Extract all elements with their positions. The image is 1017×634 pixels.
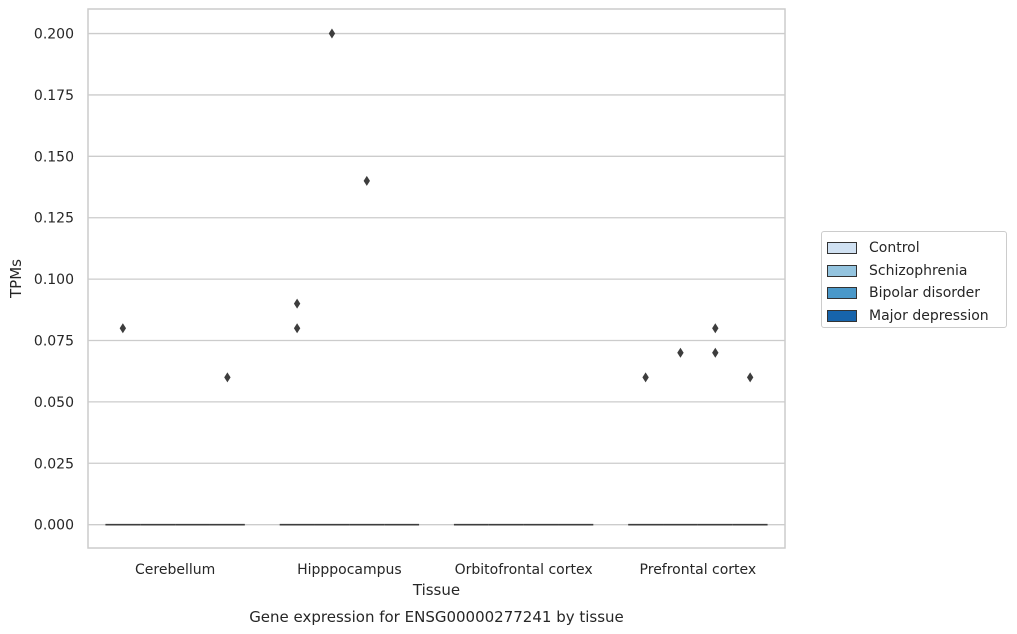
legend-item: Control (827, 237, 1006, 260)
outlier-point (224, 372, 231, 383)
y-tick-label: 0.025 (34, 456, 74, 472)
y-tick-label: 0.100 (34, 272, 74, 288)
legend: Control Schizophrenia Bipolar disorder Majo… (821, 231, 1007, 328)
legend-item: Schizophrenia (827, 260, 1006, 283)
outlier-point (293, 298, 301, 309)
x-tick-label: Orbitofrontal cortex (455, 562, 593, 578)
outlier-point (119, 323, 127, 334)
outlier-point (677, 347, 684, 358)
legend-swatch (827, 309, 857, 322)
legend-swatch (827, 242, 857, 255)
x-axis-label: Tissue (412, 581, 460, 599)
outlier-point (712, 323, 719, 334)
outlier-point (328, 28, 336, 39)
y-axis-label: TPMs (7, 259, 25, 299)
legend-label: Major depression (869, 307, 989, 324)
legend-item: Major depression (827, 305, 1006, 328)
outlier-point (642, 372, 649, 383)
plot-frame (87, 8, 786, 549)
y-tick-label: 0.150 (34, 149, 74, 165)
outlier-point (293, 323, 301, 334)
outlier-point (363, 175, 370, 186)
legend-label: Control (869, 240, 920, 257)
x-tick-label: Prefrontal cortex (640, 562, 757, 578)
y-tick-label: 0.125 (34, 211, 74, 227)
legend-label: Schizophrenia (869, 262, 968, 279)
y-axis-ticks: 0.000 0.025 0.050 0.075 0.100 0.125 0.150 0.175… (34, 27, 74, 534)
legend-swatch (827, 287, 857, 300)
legend-item: Bipolar disorder (827, 282, 1006, 305)
grid-lines (88, 32, 785, 526)
y-tick-label: 0.175 (34, 88, 74, 104)
y-tick-label: 0.200 (34, 27, 74, 43)
y-tick-label: 0.075 (34, 334, 74, 350)
outlier-point (712, 347, 719, 358)
chart-title: Gene expression for ENSG00000277241 by t… (249, 608, 624, 626)
outlier-points (119, 28, 754, 383)
x-axis-ticks: Cerebellum Hipppocampus Orbitofrontal cort… (135, 562, 756, 578)
legend-swatch (827, 264, 857, 277)
x-tick-label: Cerebellum (135, 562, 215, 578)
x-tick-label: Hipppocampus (297, 562, 402, 578)
y-tick-label: 0.050 (34, 395, 74, 411)
legend-label: Bipolar disorder (869, 285, 981, 302)
outlier-point (746, 372, 754, 383)
y-tick-label: 0.000 (34, 518, 74, 534)
